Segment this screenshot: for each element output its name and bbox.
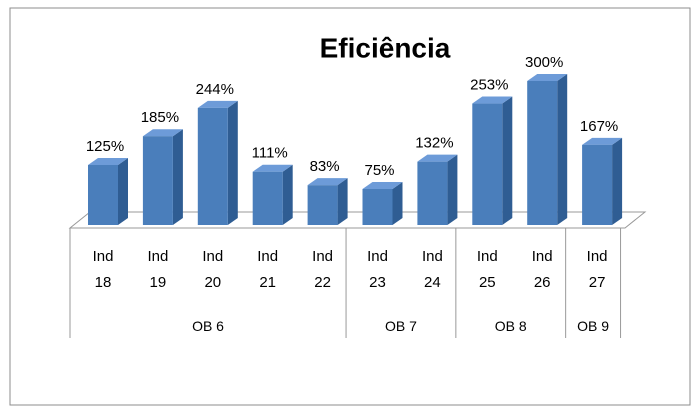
- bar-top: [88, 158, 128, 165]
- bar: [582, 144, 613, 225]
- bar-top: [362, 182, 403, 189]
- value-label: 253%: [470, 77, 508, 94]
- x-tick-label: Ind 27: [586, 248, 608, 291]
- group-label: OB 8: [494, 318, 527, 334]
- bar-side: [557, 74, 568, 225]
- bar: [197, 107, 228, 225]
- bar: [307, 185, 338, 225]
- bar: [252, 171, 283, 225]
- bar-top: [252, 164, 293, 172]
- value-label: 125%: [86, 138, 124, 155]
- bar: [88, 165, 118, 225]
- x-tick-label: Ind 18: [92, 248, 114, 291]
- bar-top: [472, 96, 513, 104]
- value-label: 167%: [580, 118, 618, 135]
- value-label: 111%: [252, 145, 288, 162]
- group-label: OB 9: [577, 318, 610, 334]
- bar-side: [227, 100, 238, 225]
- value-label: 244%: [196, 81, 234, 98]
- bar-top: [582, 137, 623, 145]
- bar: [142, 136, 173, 225]
- bar-side: [502, 96, 513, 225]
- x-tick-label: Ind 22: [312, 248, 334, 291]
- x-tick-label: Ind 24: [421, 248, 443, 291]
- bar-top: [307, 178, 348, 186]
- bar-top: [417, 154, 458, 162]
- value-label: 185%: [141, 109, 179, 126]
- bar-top: [527, 74, 568, 81]
- bar: [417, 161, 448, 225]
- bar: [362, 189, 393, 225]
- x-tick-label: Ind 21: [257, 248, 279, 291]
- value-label: 75%: [364, 162, 394, 179]
- x-tick-label: Ind 19: [147, 248, 169, 291]
- bar-side: [337, 178, 348, 225]
- bar-side: [447, 154, 458, 225]
- bar-side: [172, 129, 183, 225]
- bar-side: [392, 182, 403, 225]
- bar-side: [118, 158, 128, 225]
- value-label: 300%: [525, 54, 563, 71]
- x-tick-label: Ind 20: [202, 248, 224, 291]
- value-label: 132%: [415, 135, 453, 152]
- x-tick-label: Ind 25: [476, 248, 498, 291]
- bar-top: [142, 129, 183, 137]
- bar: [472, 103, 503, 225]
- group-label: OB 7: [384, 318, 417, 334]
- bar-side: [612, 137, 623, 225]
- bar-top: [197, 100, 238, 108]
- group-label: OB 6: [192, 318, 224, 334]
- x-tick-label: Ind 23: [367, 248, 388, 291]
- bar: [527, 81, 558, 225]
- chart-title: Eficiência: [320, 32, 451, 63]
- x-tick-label: Ind 26: [531, 248, 553, 291]
- bar-side: [282, 164, 293, 225]
- value-label: 83%: [310, 158, 340, 175]
